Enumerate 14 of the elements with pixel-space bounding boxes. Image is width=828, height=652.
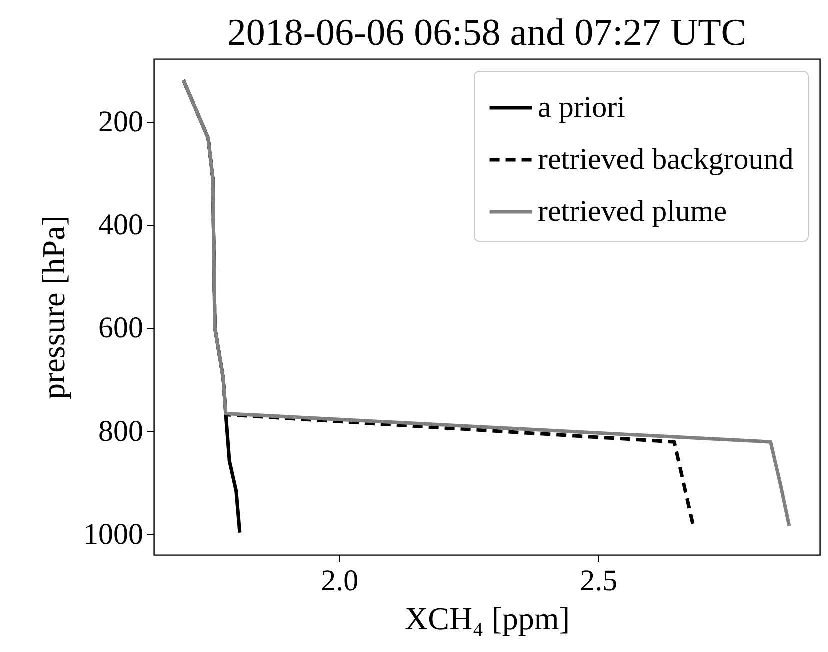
- y-tick-label: 200: [98, 105, 144, 138]
- y-axis-title: pressure [hPa]: [36, 216, 72, 400]
- x-tick-label: 2.5: [580, 564, 618, 598]
- legend-label: retrieved plume: [538, 195, 728, 228]
- x-axis-title: XCH₄ [ppm]: [405, 600, 570, 636]
- legend-label: a priori: [538, 91, 626, 124]
- line-series: [182, 78, 792, 528]
- y-tick-label: 600: [98, 312, 144, 345]
- chart-title: 2018-06-06 06:58 and 07:27 UTC: [227, 12, 747, 54]
- x-tick-label: 2.0: [321, 564, 359, 598]
- legend-label: retrieved background: [538, 143, 794, 176]
- y-tick-label: 1000: [84, 518, 144, 551]
- y-tick-label: 400: [98, 208, 144, 242]
- y-tick-label: 800: [98, 414, 144, 448]
